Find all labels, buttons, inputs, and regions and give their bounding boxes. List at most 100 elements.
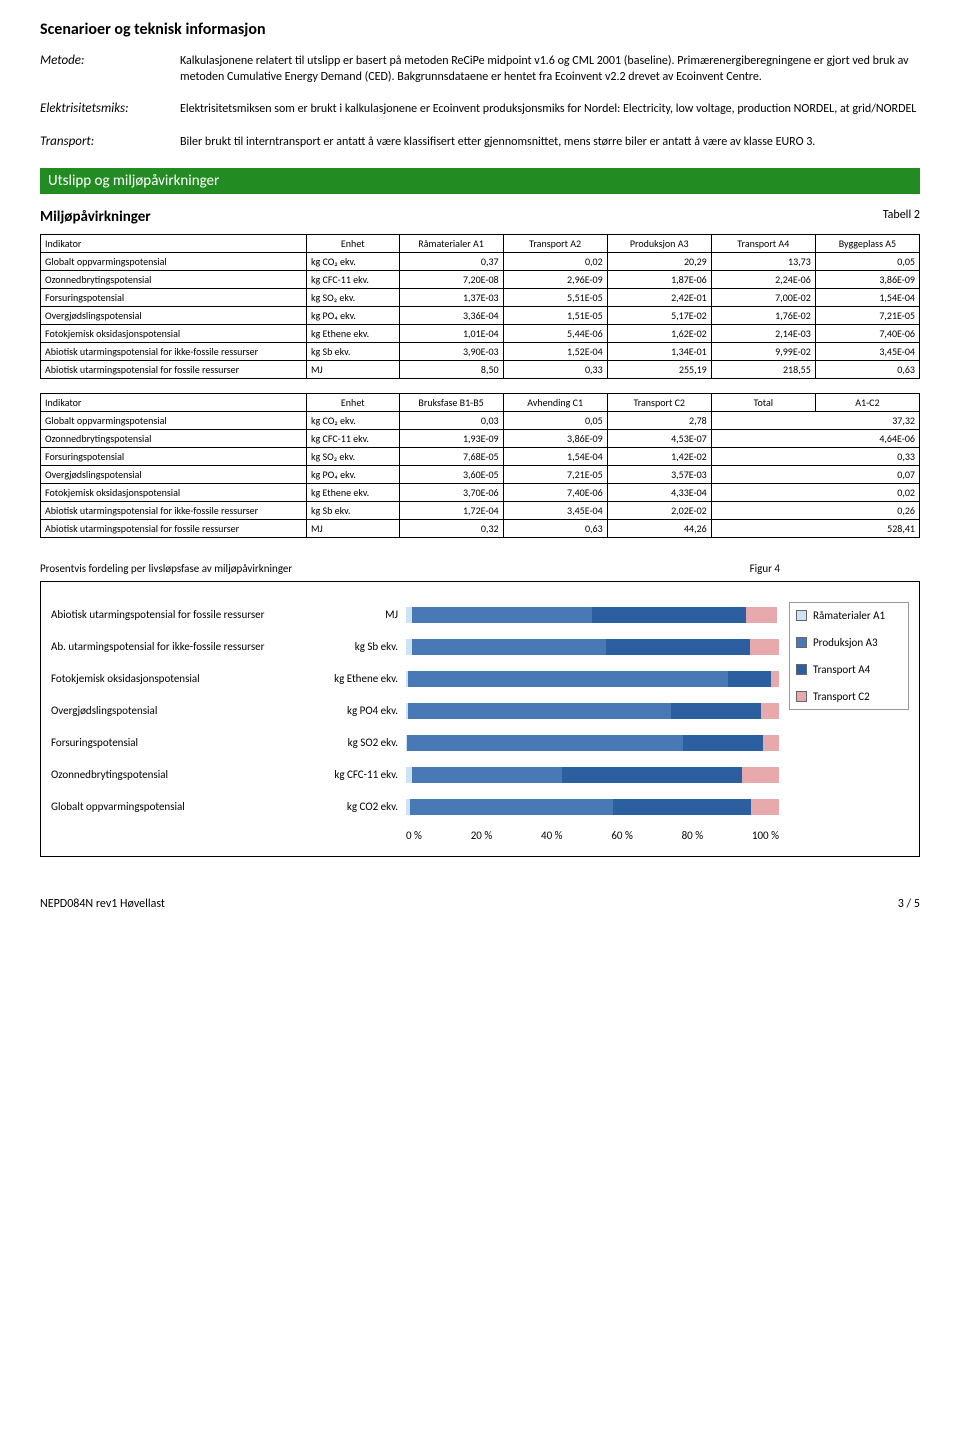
table-row: Fotokjemisk oksidasjonspotensialkg Ethen… [41,324,920,342]
cell: 7,40E-06 [815,324,919,342]
cell: 0,63 [815,360,919,378]
cell: 7,68E-05 [399,447,503,465]
table-header: Produksjon A3 [607,234,711,252]
bar-unit: kg CFC-11 ekv. [321,768,406,781]
axis-tick: 80 % [682,829,704,842]
transport-text: Biler brukt til interntransport er antat… [180,134,920,150]
cell: kg SO₂ ekv. [307,288,400,306]
tabell-label: Tabell 2 [883,208,920,222]
legend-swatch [796,664,807,675]
cell: 0,02 [711,483,919,501]
cell: 4,33E-04 [607,483,711,501]
table-row: Forsuringspotensialkg SO₂ ekv.1,37E-035,… [41,288,920,306]
transport-section: Transport: Biler brukt til interntranspo… [40,134,920,150]
table-row: Globalt oppvarmingspotensialkg CO₂ ekv.0… [41,252,920,270]
cell: 8,50 [399,360,503,378]
table-row: Abiotisk utarmingspotensial for fossile … [41,360,920,378]
legend-label: Produksjon A3 [813,636,878,649]
cell: MJ [307,519,400,537]
bar-segment [671,703,761,719]
cell: 3,45E-04 [815,342,919,360]
cell: 0,37 [399,252,503,270]
table-row: Ozonnedbrytingspotensialkg CFC-11 ekv.7,… [41,270,920,288]
cell: 0,26 [711,501,919,519]
cell: 3,86E-09 [503,429,607,447]
bar-row: Ozonnedbrytingspotensialkg CFC-11 ekv. [51,762,779,788]
bar-unit: kg Ethene ekv. [321,672,406,685]
cell: kg CO₂ ekv. [307,252,400,270]
bar-segment [412,639,606,655]
axis-tick: 0 % [406,829,422,842]
bar-unit: kg Sb ekv. [321,640,406,653]
footer-right: 3 / 5 [898,897,920,911]
table-miljopavirkninger-2: IndikatorEnhetBruksfase B1-B5Avhending C… [40,393,920,538]
legend-swatch [796,610,807,621]
table-miljopavirkninger-1: IndikatorEnhetRåmaterialer A1Transport A… [40,234,920,379]
bar-track [406,607,779,623]
page-footer: NEPD084N rev1 Høvellast 3 / 5 [40,897,920,911]
cell: 44,26 [607,519,711,537]
bar-track [406,799,779,815]
cell: 0,05 [815,252,919,270]
cell: Overgjødslingspotensial [41,306,307,324]
cell: kg CFC-11 ekv. [307,270,400,288]
green-section-bar: Utslipp og miljøpåvirkninger [40,168,920,194]
table-row: Ozonnedbrytingspotensialkg CFC-11 ekv.1,… [41,429,920,447]
cell: kg Ethene ekv. [307,324,400,342]
cell: 2,96E-09 [503,270,607,288]
table-header: Transport A2 [503,234,607,252]
cell: kg PO₄ ekv. [307,306,400,324]
cell: Abiotisk utarmingspotensial for ikke-fos… [41,501,307,519]
bar-label: Forsuringspotensial [51,736,321,749]
legend-item: Råmaterialer A1 [796,609,902,622]
bar-segment [613,799,751,815]
cell: 0,05 [503,411,607,429]
cell: kg Sb ekv. [307,501,400,519]
table-header: Byggeplass A5 [815,234,919,252]
bar-unit: kg PO4 ekv. [321,704,406,717]
bar-label: Ozonnedbrytingspotensial [51,768,321,781]
bar-track [406,671,779,687]
cell: 1,93E-09 [399,429,503,447]
cell: 3,45E-04 [503,501,607,519]
bar-unit: MJ [321,608,406,621]
bar-label: Overgjødslingspotensial [51,704,321,717]
cell: 37,32 [711,411,919,429]
table-header: Råmaterialer A1 [399,234,503,252]
table-row: Abiotisk utarmingspotensial for fossile … [41,519,920,537]
axis-tick: 20 % [471,829,493,842]
bar-segment [562,767,742,783]
cell: kg Sb ekv. [307,342,400,360]
cell: MJ [307,360,400,378]
cell: 3,57E-03 [607,465,711,483]
miljopavirkninger-heading: Miljøpåvirkninger Tabell 2 [40,208,920,226]
cell: 1,01E-04 [399,324,503,342]
cell: 7,21E-05 [503,465,607,483]
cell: 1,76E-02 [711,306,815,324]
bar-segment [742,767,779,783]
bar-segment [408,671,728,687]
elektrisitetsmiks-text: Elektrisitetsmiksen som er brukt i kalku… [180,101,920,117]
table-row: Overgjødslingspotensialkg PO₄ ekv.3,60E-… [41,465,920,483]
bar-unit: kg SO2 ekv. [321,736,406,749]
table-header: Transport A4 [711,234,815,252]
cell: 2,24E-06 [711,270,815,288]
chart-title: Prosentvis fordeling per livsløpsfase av… [40,562,292,575]
bar-label: Globalt oppvarmingspotensial [51,800,321,813]
legend-label: Transport A4 [813,663,870,676]
bar-track [406,639,779,655]
bar-segment [750,639,779,655]
cell: 0,07 [711,465,919,483]
bar-segment [410,799,614,815]
cell: Fotokjemisk oksidasjonspotensial [41,324,307,342]
miljo-heading-text: Miljøpåvirkninger [40,208,151,226]
cell: kg CO₂ ekv. [307,411,400,429]
cell: Globalt oppvarmingspotensial [41,252,307,270]
cell: Forsuringspotensial [41,288,307,306]
cell: 0,33 [711,447,919,465]
metode-text: Kalkulasjonene relatert til utslipp er b… [180,53,920,85]
bar-track [406,703,779,719]
bar-segment [606,639,750,655]
bar-segment [751,799,779,815]
bar-segment [408,703,671,719]
